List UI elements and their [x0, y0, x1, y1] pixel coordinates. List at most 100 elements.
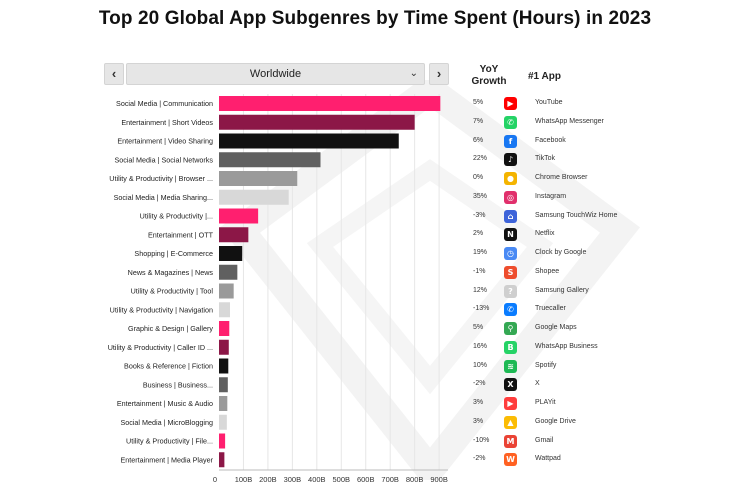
yoy-growth-value: -3%	[473, 211, 486, 219]
bar[interactable]	[219, 433, 226, 449]
top-app-name: Facebook	[535, 136, 566, 144]
category-label: Utility & Productivity | Tool	[131, 287, 214, 296]
yoy-growth-value: 22%	[473, 155, 488, 163]
x-tick-label: 100B	[235, 475, 253, 484]
bar[interactable]	[219, 171, 298, 186]
bar[interactable]	[219, 189, 289, 205]
category-label: Social Media | Media Sharing...	[114, 193, 213, 202]
category-label: Entertainment | Short Videos	[121, 118, 213, 127]
yoy-growth-value: 19%	[473, 249, 488, 256]
category-label: Social Media | Social Networks	[114, 155, 213, 164]
youtube-icon: ▶	[504, 97, 517, 110]
yoy-growth-value: 3%	[473, 417, 484, 425]
top-app-name: WhatsApp Business	[535, 342, 598, 350]
top-app-name: Samsung TouchWiz Home	[535, 211, 618, 219]
top-app-name: Clock by Google	[535, 249, 587, 256]
top-app-name: Netflix	[535, 230, 555, 238]
yoy-growth-value: 16%	[473, 342, 488, 350]
yoy-growth-value: 35%	[473, 192, 488, 200]
gmail-icon: M	[504, 434, 517, 448]
region-dropdown[interactable]: Worldwide ⌄	[126, 63, 425, 85]
yoy-growth-header: YoY Growth	[466, 64, 512, 88]
truecaller-icon: ✆	[504, 303, 517, 317]
maps-icon: ⚲	[504, 322, 517, 335]
yoy-growth-value: 10%	[473, 361, 488, 369]
top-app-name: Gmail	[535, 436, 554, 444]
category-label: News & Magazines | News	[128, 268, 214, 277]
yoy-growth-value: 3%	[473, 399, 484, 406]
bar[interactable]	[219, 414, 227, 430]
yoy-growth-value: 2%	[473, 230, 484, 238]
top-app-name: TikTok	[535, 155, 555, 163]
x-icon: X	[504, 378, 517, 392]
yoy-growth-value: 5%	[473, 324, 484, 331]
category-label: Books & Reference | Fiction	[124, 362, 213, 371]
category-label: Utility & Productivity | Navigation	[110, 305, 213, 314]
drive-icon: ▲	[504, 415, 517, 429]
bar[interactable]	[219, 452, 225, 468]
top-app-name: Spotify	[535, 361, 557, 369]
x-tick-label: 200B	[259, 475, 277, 484]
category-label: Entertainment | OTT	[148, 230, 214, 239]
samsung-home-icon: ⌂	[504, 209, 517, 223]
shopee-icon: S	[504, 265, 517, 279]
bar[interactable]	[219, 283, 234, 299]
bar[interactable]	[219, 208, 259, 224]
region-dropdown-value: Worldwide	[249, 68, 302, 80]
whatsapp-business-icon: B	[504, 340, 517, 354]
facebook-icon: f	[504, 134, 517, 148]
yoy-growth-value: 7%	[473, 117, 484, 125]
bar[interactable]	[219, 114, 415, 130]
yoy-growth-value: 0%	[473, 174, 484, 181]
x-tick-label: 0	[213, 475, 217, 484]
top-app-name: Chrome Browser	[535, 174, 588, 181]
bar[interactable]	[219, 358, 229, 374]
yoy-growth-value: -2%	[473, 455, 486, 463]
bar[interactable]	[219, 339, 229, 355]
top-app-name: Wattpad	[535, 455, 561, 463]
yoy-growth-value: -1%	[473, 267, 486, 275]
top-app-name: Samsung Gallery	[535, 286, 589, 294]
bar[interactable]	[219, 321, 230, 336]
x-tick-label: 500B	[333, 475, 351, 484]
wattpad-icon: W	[504, 453, 517, 467]
x-tick-label: 300B	[284, 475, 302, 484]
yoy-growth-value: -13%	[473, 305, 490, 313]
bar[interactable]	[219, 377, 228, 393]
bar[interactable]	[219, 264, 238, 280]
bar[interactable]	[219, 246, 243, 261]
bar[interactable]	[219, 396, 228, 411]
bar[interactable]	[219, 96, 441, 111]
top-app-name: YouTube	[535, 99, 563, 106]
category-label: Entertainment | Music & Audio	[117, 399, 213, 408]
category-label: Utility & Productivity | Browser ...	[109, 174, 213, 183]
chrome-icon: ●	[504, 172, 517, 185]
yoy-growth-value: -2%	[473, 380, 486, 388]
bar[interactable]	[219, 152, 321, 168]
category-label: Entertainment | Video Sharing	[117, 137, 213, 146]
bar[interactable]	[219, 227, 249, 243]
next-region-button[interactable]: ›	[429, 63, 449, 85]
top-app-name: PLAYit	[535, 399, 556, 406]
x-tick-label: 900B	[430, 475, 448, 484]
category-label: Social Media | Communication	[116, 99, 213, 108]
x-tick-label: 400B	[308, 475, 326, 484]
x-tick-label: 800B	[406, 475, 424, 484]
category-label: Utility & Productivity | File...	[126, 437, 213, 446]
yoy-growth-value: -10%	[473, 436, 490, 444]
yoy-growth-header-line1: YoY	[479, 64, 499, 75]
yoy-growth-value: 12%	[473, 286, 488, 294]
bar[interactable]	[219, 133, 399, 149]
top-app-name: Truecaller	[535, 305, 566, 313]
instagram-icon: ◎	[504, 190, 517, 204]
category-label: Utility & Productivity | Caller ID ...	[108, 343, 213, 352]
top-app-name: Google Drive	[535, 417, 576, 425]
chart-title: Top 20 Global App Subgenres by Time Spen…	[98, 8, 652, 29]
category-label: Entertainment | Media Player	[120, 455, 213, 464]
whatsapp-icon: ✆	[504, 115, 517, 129]
bar[interactable]	[219, 302, 231, 318]
prev-region-button[interactable]: ‹	[104, 63, 124, 85]
clock-icon: ◷	[504, 247, 517, 260]
top-app-name: Shopee	[535, 267, 560, 275]
